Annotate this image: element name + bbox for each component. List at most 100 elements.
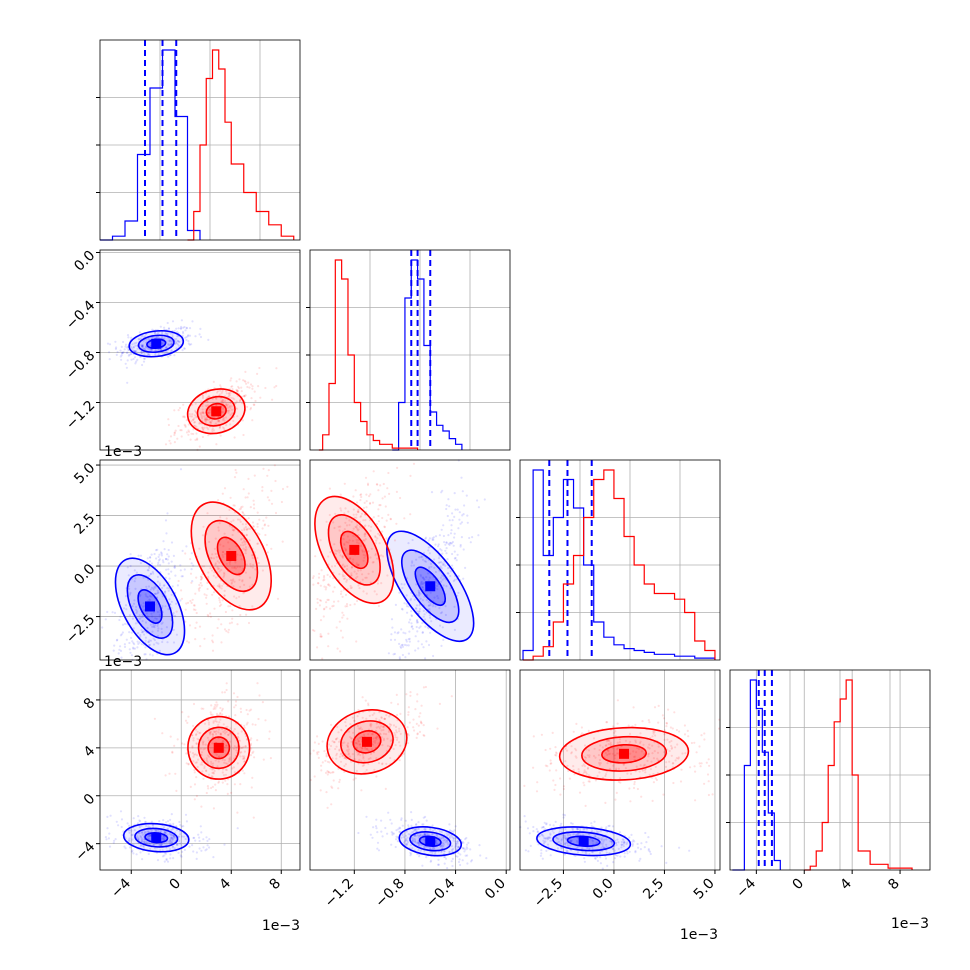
scatter-point [135,611,138,615]
scatter-point [215,712,219,715]
scatter-point [256,739,259,742]
scatter-point [320,769,323,772]
scatter-point [211,427,214,430]
scatter-point [222,427,226,430]
scatter-point [132,646,135,649]
scatter-point [251,723,254,726]
scatter-point [377,514,380,518]
scatter-point [254,723,257,726]
scatter-point [238,518,241,521]
scatter-point [237,385,240,388]
scatter-point [236,390,239,394]
scatter-point [231,526,234,529]
scatter-point [262,467,265,470]
scatter-point [232,585,235,588]
scatter-point [562,816,565,819]
scatter-point [193,604,196,607]
scatter-point [417,640,420,643]
scatter-point [321,761,324,764]
scatter-point [192,428,195,431]
scatter-point [137,642,140,646]
scatter-point [198,847,201,850]
scatter-point [158,582,161,585]
scatter-point [338,780,341,784]
scatter-point [364,476,368,479]
scatter-point [185,820,188,823]
scatter-point [532,825,535,829]
scatter-point [249,565,252,568]
scatter-point [281,487,285,491]
scatter-point [418,730,422,734]
scatter-point [209,421,212,424]
scatter-point [245,382,248,385]
scatter-point [231,388,234,391]
scatter-point [228,524,232,527]
scatter-point [217,419,220,422]
scatter-point [560,822,563,825]
scatter-point [166,820,170,823]
scatter-point [163,337,166,340]
scatter-point [339,493,342,496]
scatter-point [161,331,164,334]
scatter-point [139,820,142,823]
scatter-point [122,351,125,354]
scatter-point [139,633,142,637]
scatter-point [230,520,233,523]
scatter-point [252,563,255,566]
scatter-point [106,827,109,830]
scatter-point [274,479,277,483]
scatter-point [375,818,378,821]
scatter-point [198,625,202,628]
scatter-point [604,857,608,860]
scatter-point [326,773,329,776]
scatter-point [243,513,246,516]
scatter-point [421,864,424,867]
scatter-point [150,820,153,823]
scatter-point [180,319,183,322]
scatter-point [199,412,202,415]
scatter-point [191,413,194,416]
scatter-point [208,540,211,544]
scatter-point [399,645,402,648]
scatter-point [252,816,255,819]
scatter-point [330,803,333,806]
scatter-point [182,326,185,329]
scatter-point [241,523,244,526]
scatter-point [124,604,128,607]
scatter-point [540,849,543,852]
scatter-point [121,351,124,354]
scatter-point [269,757,272,760]
scatter-point [140,643,143,646]
scatter-point [271,398,274,401]
scatter-point [643,846,646,849]
scatter-point [425,819,428,822]
scatter-point [198,583,201,587]
gridlines [730,670,930,870]
scatter-point [657,721,660,724]
scatter-point [132,641,135,644]
scatter-point [192,702,196,706]
scatter-point [134,587,137,591]
density-peak [361,736,372,747]
scatter-point [246,496,249,499]
scatter-point [197,587,200,591]
scatter-point [647,719,650,722]
scatter-point [476,499,479,502]
scatter-point [251,751,254,755]
scatter-point [178,344,181,348]
scatter-point [546,765,549,768]
scatter-point [671,727,674,730]
scatter-point [223,628,227,631]
scatter-point [245,563,248,566]
scatter-point [215,443,218,446]
scatter-point [179,569,182,572]
scatter-point [164,774,167,777]
scatter-point [217,781,220,784]
scatter-point [553,788,556,792]
scatter-point [117,824,120,827]
scatter-point [437,545,440,548]
scatter-point [152,587,155,590]
scatter-point [145,585,148,588]
scatter-point [166,558,169,561]
scatter-point [156,575,159,579]
